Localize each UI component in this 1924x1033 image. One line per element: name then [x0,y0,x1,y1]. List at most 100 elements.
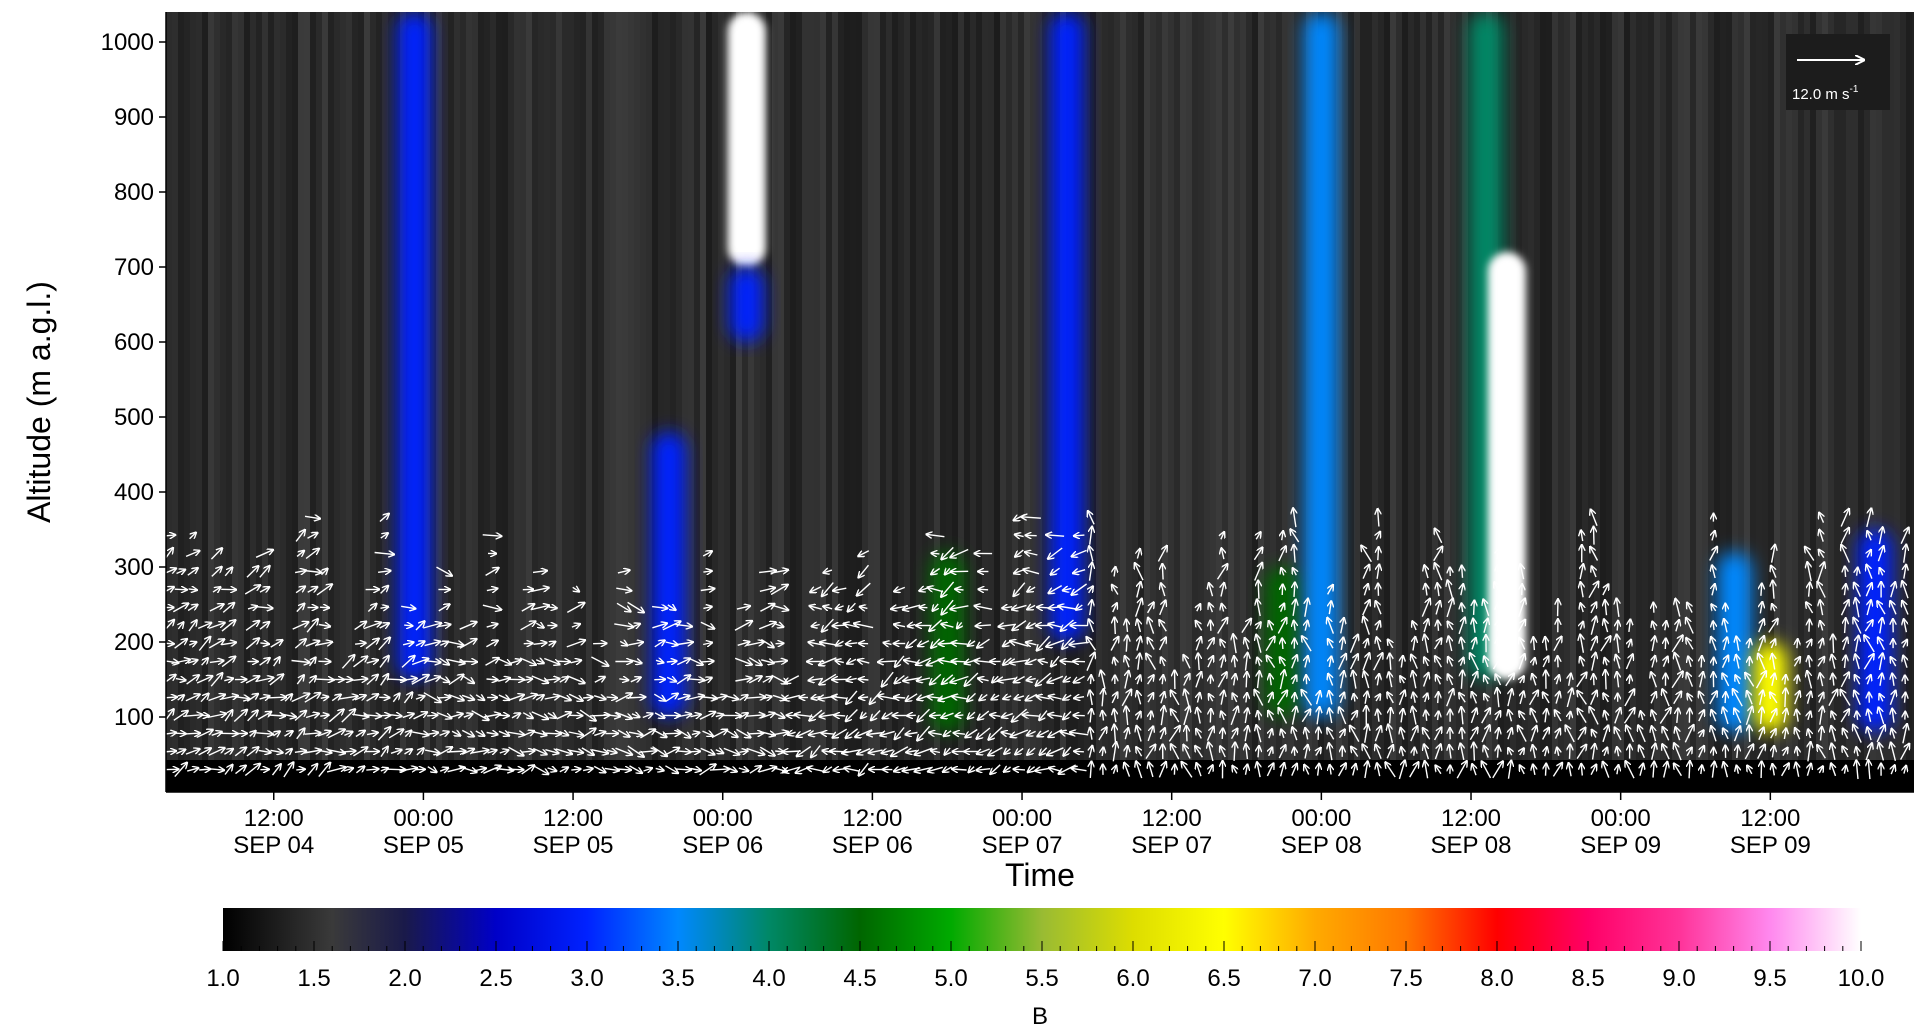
wind-arrow [715,714,724,716]
background-stripe [1570,12,1576,792]
wind-arrow [822,618,834,632]
wind-arrow [1037,607,1050,608]
wind-arrow [1183,655,1191,669]
wind-arrow [1147,726,1153,742]
wind-arrow [374,553,395,555]
wind-arrow [700,747,715,754]
background-stripe [1108,12,1114,792]
background-stripe [736,12,742,792]
wind-arrow [353,656,368,668]
wind-arrow [271,764,282,776]
y-tick-label: 500 [114,404,154,431]
colorbar-tick-label: 1.0 [206,965,239,992]
wind-arrow [496,657,511,664]
wind-arrow [1653,602,1654,613]
wind-arrow [738,768,749,771]
wind-arrow [1293,508,1296,528]
wind-arrow [209,769,225,770]
background-stripe [1804,12,1810,792]
wind-arrow [1209,603,1213,613]
wind-arrow [328,709,344,723]
wind-arrow [1026,642,1037,645]
wind-arrow [628,732,643,735]
wind-arrow [519,657,536,665]
wind-arrow [245,638,259,650]
wind-arrow [521,751,535,752]
y-axis: 100 200 300 400 500 600 700 800 900 1000 [101,12,167,792]
wind-arrow [1146,602,1154,614]
background-stripe [448,12,454,792]
wind-arrow [320,715,329,716]
wind-arrow [304,693,321,703]
wind-arrow [1089,586,1094,594]
wind-arrow [559,767,569,772]
wind-arrow [1048,714,1063,716]
wind-arrow [666,661,677,662]
wind-arrow [1171,690,1180,706]
wind-arrow [174,762,187,778]
wind-arrow [662,621,681,631]
wind-arrow [667,605,676,610]
wind-arrow [1073,675,1085,682]
wind-arrow [1102,711,1103,721]
wind-arrow [188,642,197,645]
wind-arrow [1091,675,1092,685]
wind-arrow [1232,766,1237,774]
wind-arrow [317,750,332,753]
wind-arrow [380,533,388,538]
background-stripe [604,12,610,792]
heatmap-feature [1717,552,1752,732]
wind-arrow [439,732,450,736]
wind-arrow [544,696,560,699]
background-stripe [1876,12,1882,792]
wind-arrow [763,696,772,698]
background-stripe [610,12,616,792]
wind-arrow [737,642,750,646]
wind-arrow [857,582,871,596]
wind-arrow [471,750,489,753]
background-stripe [616,12,622,792]
wind-arrow [929,732,942,734]
wind-arrow [326,767,346,773]
y-tick-label: 400 [114,479,154,506]
wind-arrow [1138,653,1140,670]
background-stripe [334,12,340,792]
background-stripe [976,12,982,792]
wind-arrow [1217,672,1227,688]
wind-arrow [485,658,500,666]
wind-arrow [186,675,200,685]
wind-arrow [1137,691,1141,705]
background-stripe [838,12,844,792]
background-stripe [724,12,730,792]
wind-arrow [643,768,653,771]
wind-arrow [1294,747,1295,756]
wind-arrow [943,731,952,736]
wind-arrow [380,768,388,771]
wind-arrow [833,588,847,591]
wind-arrow [1196,621,1203,631]
wind-arrow [1266,655,1276,668]
background-stripe [328,12,334,792]
wind-arrow [746,715,765,716]
wind-arrow [676,769,691,770]
wind-arrow [174,639,188,649]
wind-arrow [968,767,974,773]
wind-arrow [522,712,533,719]
wind-arrow [449,714,464,718]
wind-arrow [967,711,976,719]
wind-arrow [246,566,259,578]
wind-arrow [1546,763,1547,776]
background-stripe [622,12,628,792]
wind-arrow [1124,762,1131,777]
wind-arrow [691,732,700,734]
background-stripe [904,12,910,792]
wind-arrow [1171,709,1180,723]
wind-arrow [858,564,870,578]
background-stripe [1030,12,1036,792]
wind-arrow [775,624,784,627]
wind-arrow [614,624,633,627]
wind-arrow [1328,639,1333,649]
wind-arrow [1063,677,1072,682]
background-stripe [1084,12,1090,792]
wind-arrow [174,589,188,590]
